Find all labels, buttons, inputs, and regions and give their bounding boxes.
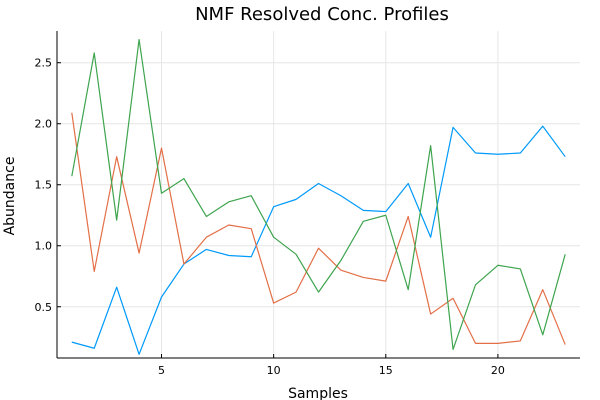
series-line-1 <box>71 125 566 355</box>
x-tick-label: 20 <box>491 364 505 377</box>
x-axis-label: Samples <box>288 386 348 400</box>
series-line-2 <box>71 112 566 345</box>
x-tick-label: 10 <box>267 364 281 377</box>
y-tick-label: 0.5 <box>35 301 53 314</box>
ticks: 5 10 15 20 0.5 1.0 1.5 2.0 2.5 <box>35 57 505 377</box>
y-tick-label: 2.0 <box>35 118 53 131</box>
axes <box>56 31 580 359</box>
y-tick-label: 2.5 <box>35 57 53 70</box>
x-tick-label: 15 <box>379 364 393 377</box>
y-axis-label: Abundance <box>2 157 18 236</box>
y-tick-label: 1.0 <box>35 240 53 253</box>
grid <box>57 31 580 358</box>
series-line-3 <box>71 38 566 351</box>
chart-title: NMF Resolved Conc. Profiles <box>195 4 449 25</box>
series-layer <box>71 38 566 355</box>
y-tick-label: 1.5 <box>35 179 53 192</box>
x-tick-label: 5 <box>158 364 165 377</box>
